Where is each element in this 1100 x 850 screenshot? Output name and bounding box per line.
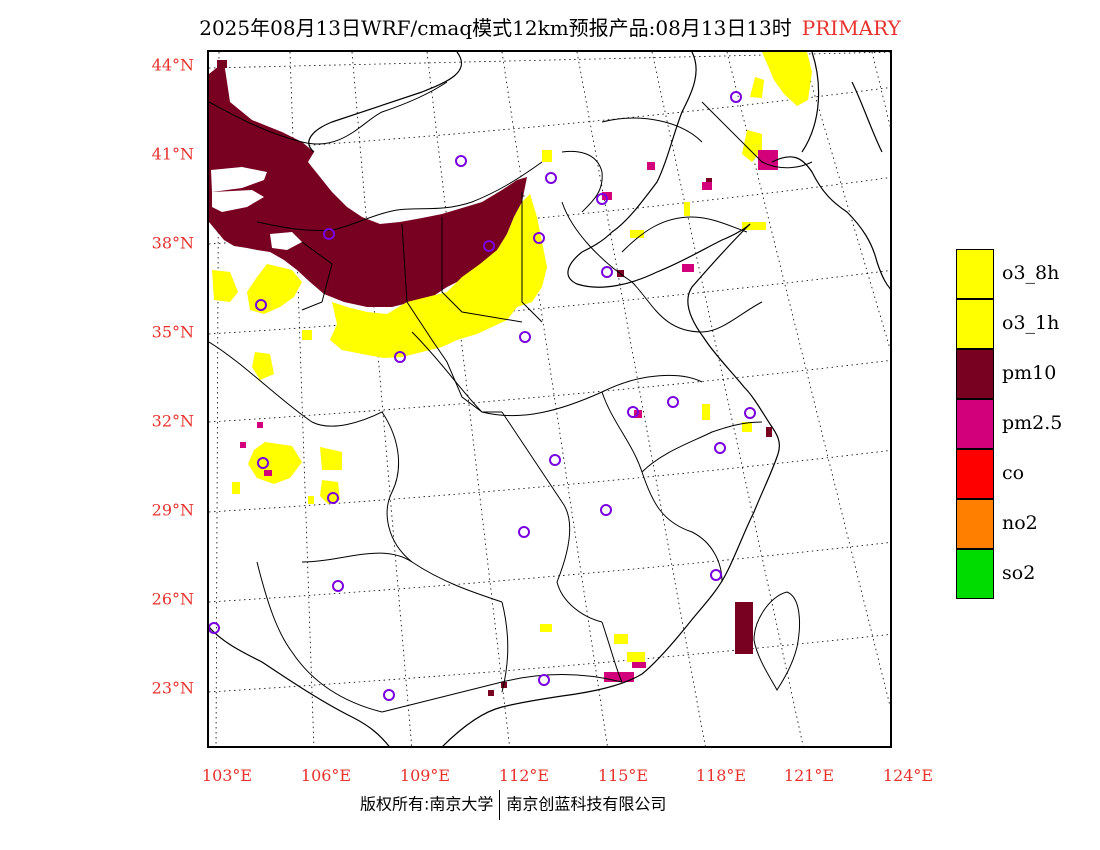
province-borders [209, 81, 813, 713]
lat-label-35: 35°N [151, 322, 194, 342]
copyright-left: 版权所有:南京大学 [360, 794, 494, 814]
legend-swatch [956, 249, 994, 299]
legend-swatch [956, 299, 994, 349]
legend-label: no2 [1002, 512, 1038, 534]
lat-label-38: 38°N [151, 233, 194, 253]
legend-swatch [956, 399, 994, 449]
legend-label: co [1002, 462, 1025, 484]
coastline [209, 52, 890, 746]
map-title: 2025年08月13日WRF/cmaq模式12km预报产品:08月13日13时 P… [0, 12, 1100, 41]
copyright-divider [499, 790, 501, 820]
lon-label-106: 106°E [300, 766, 352, 785]
lon-label-103: 103°E [201, 766, 253, 785]
lon-label-112: 112°E [498, 766, 550, 785]
lon-label-109: 109°E [399, 766, 451, 785]
taiwan-outline [753, 591, 801, 691]
station-markers [209, 91, 756, 701]
legend-label: o3_1h [1002, 312, 1060, 334]
lat-label-41: 41°N [151, 144, 194, 164]
legend-swatch [956, 549, 994, 599]
lon-label-124: 124°E [882, 766, 934, 785]
legend-label: pm10 [1002, 362, 1057, 384]
copyright-right: 南京创蓝科技有限公司 [506, 794, 667, 814]
map-canvas [209, 52, 890, 746]
pm10-gaps [211, 167, 302, 250]
legend-label: o3_8h [1002, 262, 1060, 284]
legend-swatch [956, 449, 994, 499]
legend-label: pm2.5 [1002, 412, 1063, 434]
lat-label-44: 44°N [151, 55, 194, 75]
legend-swatch [956, 499, 994, 549]
lat-label-23: 23°N [151, 678, 194, 698]
title-text: 2025年08月13日WRF/cmaq模式12km预报产品:08月13日13时 [199, 16, 792, 40]
lon-label-121: 121°E [783, 766, 835, 785]
legend-swatch [956, 349, 994, 399]
lon-label-115: 115°E [597, 766, 649, 785]
legend-label: so2 [1002, 562, 1036, 584]
lon-label-118: 118°E [695, 766, 747, 785]
lat-label-26: 26°N [151, 589, 194, 609]
lat-label-29: 29°N [151, 500, 194, 520]
copyright: 版权所有:南京大学 南京创蓝科技有限公司 [360, 790, 666, 820]
title-tag: PRIMARY [801, 16, 901, 40]
map-panel[interactable] [207, 50, 892, 748]
lat-label-32: 32°N [151, 411, 194, 431]
